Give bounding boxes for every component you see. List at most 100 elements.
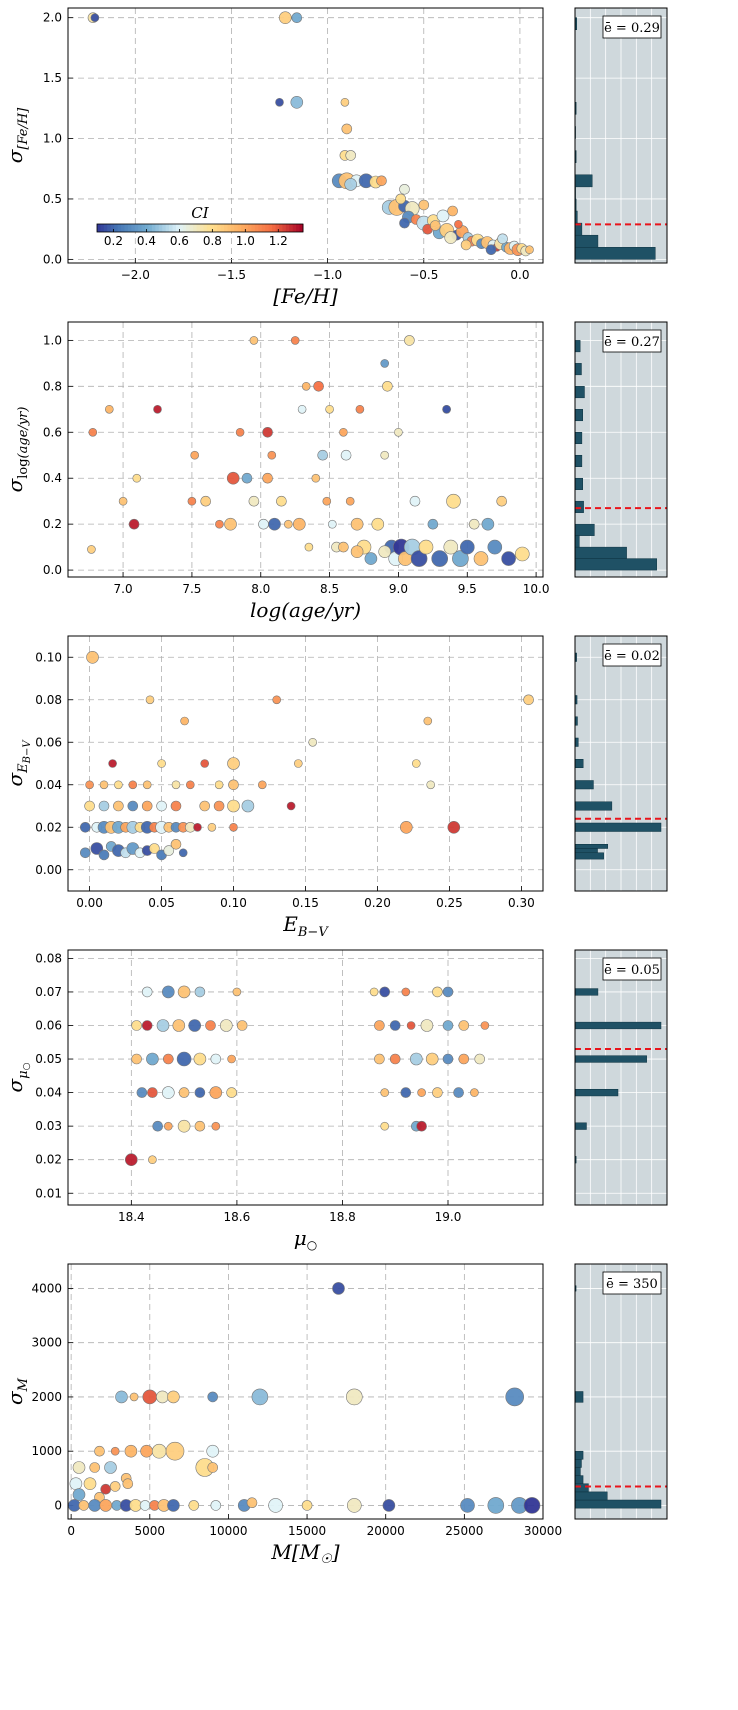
data-point: [327, 519, 337, 529]
data-point: [286, 801, 296, 811]
x-tick-label: 0.05: [148, 896, 175, 910]
data-point: [416, 1120, 427, 1132]
x-tick-label: 8.0: [251, 582, 270, 596]
data-point: [409, 1052, 423, 1066]
data-point: [474, 1053, 486, 1065]
data-point: [364, 552, 378, 565]
histogram-bar: [575, 174, 593, 188]
data-point: [105, 404, 114, 414]
panel-mu: 18.4 18.6 18.8 19.0 0.01 0.02 0.03 0.04 0.05 0.06…: [3, 949, 668, 1252]
mean-error-box: [602, 1271, 662, 1295]
data-point: [340, 449, 352, 461]
data-point: [423, 716, 433, 726]
mean-error-box: [602, 15, 662, 39]
histogram-bar: [575, 801, 613, 811]
data-point: [187, 496, 197, 506]
data-point: [404, 335, 415, 346]
data-point: [188, 1500, 200, 1511]
histogram-bar: [575, 247, 656, 260]
data-point: [442, 986, 454, 998]
y-tick-label: 0.02: [35, 820, 62, 834]
colorbar-segment: [261, 224, 266, 232]
x-tick-label: 9.5: [458, 582, 477, 596]
y-tick-label: 3000: [31, 1336, 62, 1350]
histogram-bar: [575, 234, 599, 248]
histogram-bar: [575, 1285, 577, 1292]
data-point: [458, 1020, 470, 1031]
panel-mass: 0 5000 10000 15000 20000 25000 30000 0 1000 2000 3…: [3, 1263, 668, 1567]
colorbar-segment: [234, 224, 239, 232]
data-point: [153, 404, 162, 414]
data-point: [379, 986, 391, 998]
y-axis-label: σμ○: [3, 1062, 32, 1092]
data-point: [485, 244, 497, 255]
data-point: [426, 780, 436, 790]
data-point: [376, 175, 387, 187]
colorbar-segment: [100, 224, 105, 232]
data-point: [100, 1483, 111, 1495]
plot-frame: [67, 7, 544, 264]
data-point: [146, 1052, 159, 1066]
histogram-bar: [575, 852, 604, 860]
data-point: [141, 986, 153, 998]
data-point: [170, 838, 182, 850]
data-point: [442, 1053, 454, 1065]
data-point: [151, 1443, 167, 1459]
y-axis-label: σ[Fe/H]: [3, 107, 31, 163]
data-point: [394, 427, 403, 437]
data-point: [514, 546, 530, 562]
histogram-bar: [575, 546, 627, 559]
scatter-points: [87, 335, 530, 567]
histogram-bar: [575, 1491, 608, 1501]
histogram-bar: [575, 477, 583, 490]
histogram-bars: [575, 988, 662, 1164]
data-point: [165, 1441, 185, 1461]
x-tick-label: −0.5: [409, 268, 438, 282]
data-point: [301, 381, 311, 391]
x-axis-label: M[M☉]: [270, 1540, 339, 1567]
x-tick-label: 10000: [209, 1524, 247, 1538]
data-point: [84, 800, 95, 812]
histogram-bar: [575, 523, 595, 536]
x-tick-label: 20000: [367, 1524, 405, 1538]
colorbar-segment: [121, 224, 125, 232]
histogram-bar: [575, 652, 577, 662]
y-tick-label: 0.04: [35, 1086, 62, 1100]
data-point: [395, 193, 407, 205]
histogram-bar: [575, 716, 578, 726]
x-axis-label: EB−V: [282, 912, 329, 940]
histogram-bar: [575, 1122, 587, 1130]
data-point: [188, 1019, 201, 1032]
colorbar-frame: [96, 223, 304, 233]
histogram-bars: [575, 340, 657, 571]
scatter-points: [80, 650, 534, 861]
histogram-bar: [575, 1450, 584, 1460]
data-point: [210, 1053, 222, 1065]
data-point: [380, 1121, 390, 1131]
data-point: [248, 495, 260, 507]
colorbar-segment: [110, 224, 115, 232]
histogram-bar: [575, 1499, 662, 1509]
data-point: [207, 1462, 218, 1473]
plot-frame: [67, 949, 544, 1206]
data-point: [525, 245, 534, 254]
colorbar-segment: [179, 224, 184, 232]
data-point: [411, 759, 421, 768]
histogram-bar: [575, 558, 657, 571]
plot-area: [68, 1264, 543, 1519]
colorbar-segment: [103, 224, 108, 232]
histogram-bar: [575, 988, 599, 996]
data-point: [272, 695, 282, 705]
data-point: [400, 1087, 412, 1098]
data-point: [172, 1019, 186, 1032]
data-point: [382, 380, 393, 392]
data-point: [178, 1087, 190, 1098]
colorbar-segment: [237, 224, 242, 232]
colorbar-tick-label: 1.0: [236, 234, 255, 248]
data-point: [200, 759, 209, 768]
x-tick-label: 0.30: [508, 896, 535, 910]
data-point: [487, 539, 503, 555]
x-tick-label: 0.15: [292, 896, 319, 910]
x-tick-label: 0.0: [510, 268, 529, 282]
data-point: [186, 780, 195, 790]
